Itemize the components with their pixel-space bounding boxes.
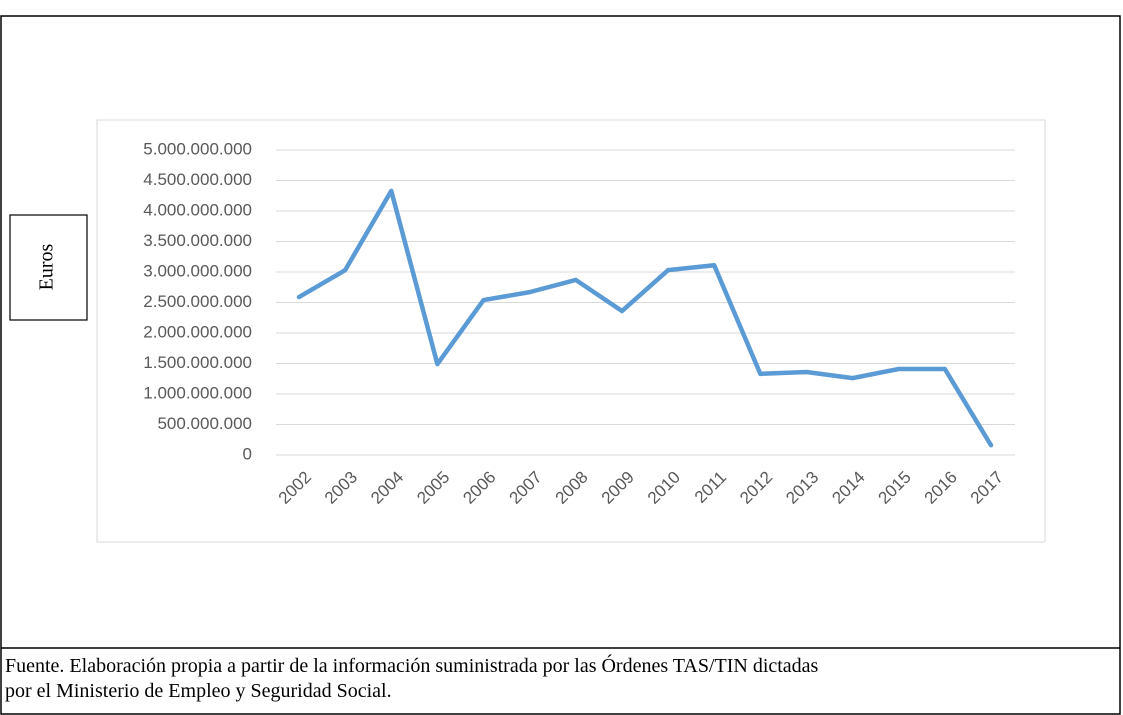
caption-line: Fuente. Elaboración propia a partir de l… xyxy=(5,653,819,677)
frame xyxy=(0,15,1121,715)
y-tick-label: 3.500.000.000 xyxy=(143,231,252,250)
y-tick-label: 2.000.000.000 xyxy=(143,322,252,341)
y-tick-label: 4.500.000.000 xyxy=(143,170,252,189)
y-axis-label: Euros xyxy=(36,243,58,290)
y-tick-label: 4.000.000.000 xyxy=(143,200,252,219)
caption-line: por el Ministerio de Empleo y Seguridad … xyxy=(5,680,392,702)
data-line xyxy=(296,188,994,448)
y-tick-label: 500.000.000 xyxy=(157,414,252,433)
y-tick-label: 1.500.000.000 xyxy=(143,353,252,372)
y-label-box xyxy=(9,214,88,321)
y-tick-label: 3.000.000.000 xyxy=(143,261,252,280)
y-tick-label: 5.000.000.000 xyxy=(143,139,252,158)
chart-area xyxy=(96,119,1046,543)
y-tick-label: 1.000.000.000 xyxy=(143,383,252,402)
y-tick-label: 0 xyxy=(243,444,252,463)
y-tick-label: 2.500.000.000 xyxy=(143,292,252,311)
